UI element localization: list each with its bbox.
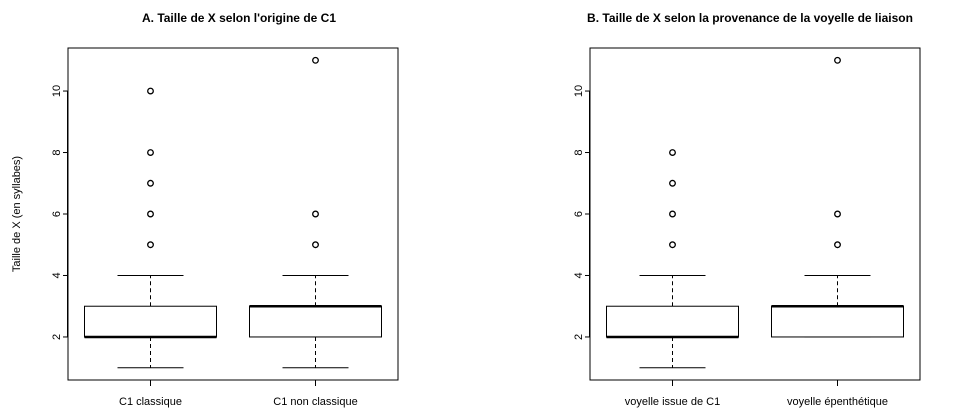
y-tick-label: 10: [51, 85, 63, 97]
outlier-point: [147, 241, 154, 249]
outlier-point: [669, 149, 676, 156]
iqr-box: [771, 305, 904, 338]
outlier-point: [834, 210, 841, 218]
x-tick-label: C1 non classique: [273, 396, 357, 408]
y-tick-label: 2: [573, 334, 585, 340]
iqr-box: [84, 305, 217, 338]
y-tick-label: 4: [573, 272, 585, 278]
x-tick-label: voyelle issue de C1: [625, 396, 720, 408]
outlier-point: [147, 210, 154, 218]
outlier-point: [312, 241, 319, 249]
y-tick-label: 6: [573, 211, 585, 217]
iqr-box: [249, 305, 382, 338]
outlier-point: [147, 149, 154, 156]
box-1: [84, 87, 217, 369]
y-tick-label: 8: [573, 149, 585, 155]
outlier-point: [147, 179, 154, 187]
y-tick-label: 6: [51, 211, 63, 217]
outlier-point: [669, 179, 676, 187]
outlier-point: [312, 210, 319, 218]
y-tick-label: 10: [573, 85, 585, 97]
y-axis-label: Taille de X (en syllabes): [11, 156, 23, 272]
chart-title: A. Taille de X selon l'origine de C1: [142, 11, 336, 25]
chart-panel-a: A. Taille de X selon l'origine de C1 Tail…: [11, 11, 399, 408]
outlier-point: [669, 241, 676, 249]
outlier-point: [669, 210, 676, 218]
x-tick-label: C1 classique: [119, 396, 182, 408]
outlier-point: [834, 56, 841, 64]
chart-title: B. Taille de X selon la provenance de la…: [587, 11, 913, 25]
y-tick-label: 8: [51, 149, 63, 155]
y-tick-label: 2: [51, 334, 63, 340]
iqr-box: [606, 305, 739, 338]
outlier-point: [147, 87, 154, 95]
x-tick-label: voyelle épenthétique: [787, 396, 888, 408]
box-2: [771, 56, 904, 338]
outlier-point: [312, 56, 319, 64]
box-2: [249, 56, 382, 369]
box-1: [606, 149, 739, 369]
chart-panel-b: B. Taille de X selon la provenance de la…: [573, 11, 921, 408]
y-tick-label: 4: [51, 272, 63, 278]
outlier-point: [834, 241, 841, 249]
